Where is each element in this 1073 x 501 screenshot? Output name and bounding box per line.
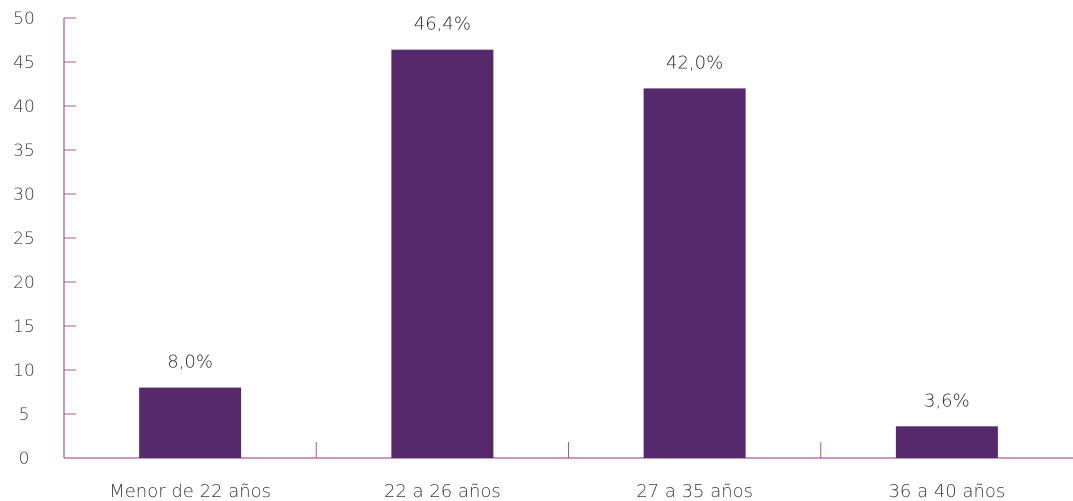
- bar: [391, 49, 494, 459]
- y-tick-label: 5: [19, 405, 30, 425]
- x-category-label: Menor de 22 años: [109, 481, 271, 501]
- x-category-label: 36 a 40 años: [888, 481, 1005, 501]
- y-tick-label: 15: [13, 317, 35, 337]
- y-tick-label: 30: [13, 185, 35, 205]
- bar: [139, 387, 242, 458]
- x-category-label: 27 a 35 años: [636, 481, 753, 501]
- bar: [895, 426, 998, 458]
- x-category-label: 22 a 26 años: [384, 481, 501, 501]
- data-labels: 8,0% 46,4% 42,0% 3,6%: [167, 14, 969, 412]
- y-tick-label: 0: [19, 449, 30, 469]
- y-tick-label: 20: [13, 273, 35, 293]
- y-tick-label: 25: [13, 229, 35, 249]
- y-tick-label: 35: [13, 141, 35, 161]
- x-axis-labels: Menor de 22 años 22 a 26 años 27 a 35 años…: [109, 481, 1005, 501]
- data-label: 8,0%: [167, 352, 213, 373]
- bar: [643, 88, 746, 459]
- data-label: 3,6%: [924, 390, 970, 411]
- y-axis-ticks: 0 5 10 15 20 25 30 35 40 45 50: [13, 9, 76, 469]
- data-label: 46,4%: [414, 14, 471, 35]
- y-tick-label: 45: [13, 53, 35, 73]
- y-tick-label: 10: [13, 361, 35, 381]
- y-tick-label: 40: [13, 97, 35, 117]
- y-tick-label: 50: [13, 9, 35, 29]
- bars: [139, 49, 998, 459]
- data-label: 42,0%: [666, 52, 723, 73]
